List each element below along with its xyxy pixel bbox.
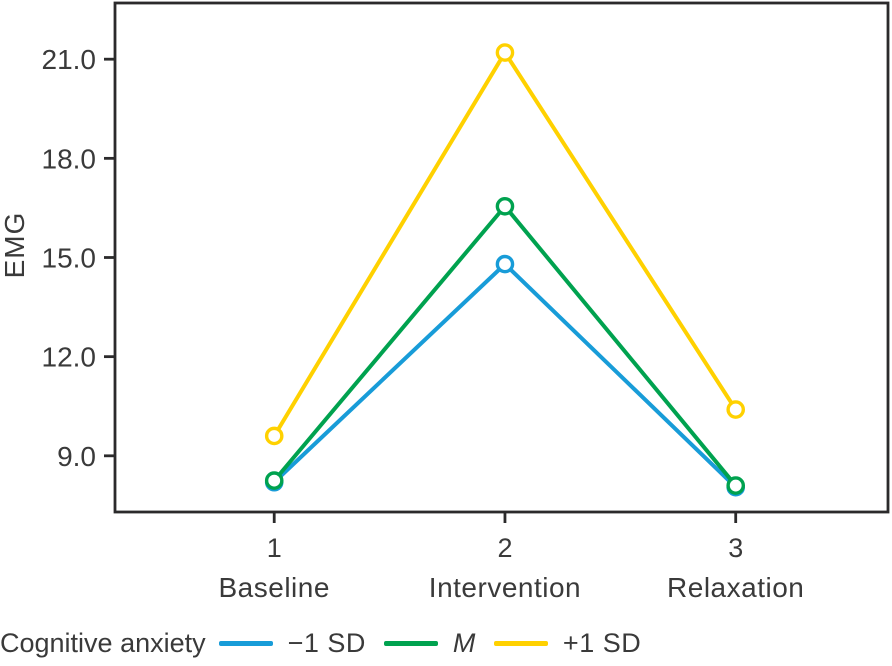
x-category-label: Relaxation [667, 572, 804, 603]
plus1sd-line-swatch [493, 640, 548, 646]
y-axis-title: EMG [0, 212, 30, 279]
legend-item-plus1sd: +1 SD [493, 627, 642, 659]
legend-item-mean: M [383, 627, 476, 659]
legend-title: Cognitive anxiety [0, 627, 206, 658]
y-tick-label: 21.0 [42, 44, 97, 75]
data-point-marker [726, 476, 746, 495]
data-point-marker [264, 426, 284, 446]
mean-line-swatch [383, 640, 438, 646]
x-tick-label: 3 [728, 533, 743, 563]
data-point-marker [495, 254, 515, 274]
data-point-marker [726, 400, 746, 419]
series-line [272, 50, 738, 438]
data-point-marker [264, 471, 284, 490]
x-tick-label: 1 [267, 533, 282, 563]
x-tick-label: 2 [497, 533, 512, 563]
y-tick-label: 12.0 [42, 342, 97, 373]
minus1sd-line-swatch [218, 640, 273, 646]
x-category-label: Intervention [429, 572, 581, 603]
y-tick-label: 9.0 [57, 441, 96, 472]
y-tick-label: 15.0 [42, 243, 97, 274]
legend-label-minus1sd: −1 SD [287, 627, 366, 658]
chart-legend: Cognitive anxiety −1 SD M +1 SD [0, 612, 892, 666]
x-category-label: Baseline [219, 572, 330, 603]
data-point-marker [495, 43, 515, 62]
legend-label-mean: M [452, 627, 476, 658]
legend-label-plus1sd: +1 SD [562, 627, 642, 658]
series-line [272, 262, 738, 490]
y-tick-label: 18.0 [42, 143, 97, 174]
series-line [272, 204, 738, 488]
legend-item-minus1sd: −1 SD [218, 627, 366, 659]
emg-chart-svg: 9.0 12.0 15.0 18.0 21.0 1 Baseline 2 Interventio… [0, 1, 890, 603]
data-point-marker [495, 196, 515, 216]
